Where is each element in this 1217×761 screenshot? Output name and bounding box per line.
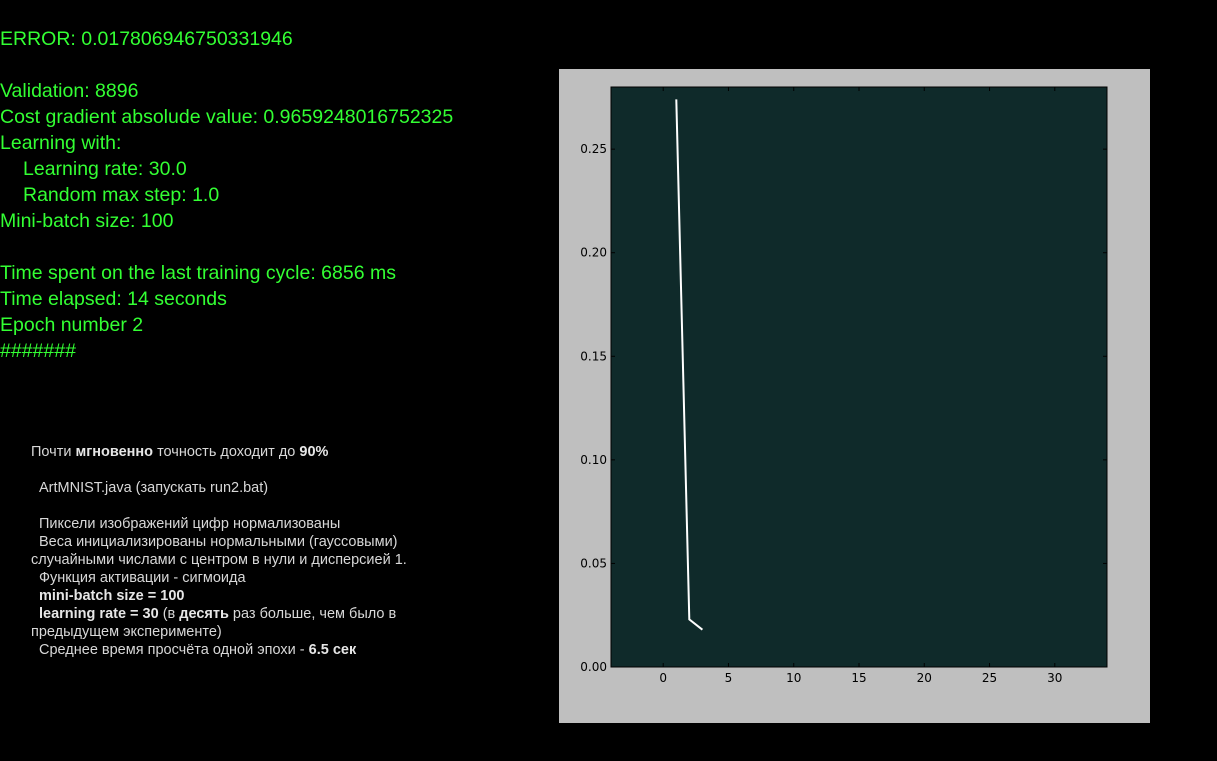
note-epoch-time: Среднее время просчёта одной эпохи - 6.5… xyxy=(39,642,357,658)
y-tick-label: 0.20 xyxy=(580,246,607,260)
note-accuracy: Почти мгновенно точность доходит до 90% xyxy=(31,444,329,460)
training-stats-panel: ERROR: 0.017806946750331946 Validation: … xyxy=(0,26,453,364)
plot-area xyxy=(610,86,1108,668)
x-tick-label: 0 xyxy=(659,671,667,685)
note-source-file: ArtMNIST.java (запускать run2.bat) xyxy=(39,480,269,496)
y-tick-label: 0.10 xyxy=(580,453,607,467)
mini-batch-readout: Mini-batch size: 100 xyxy=(0,210,174,232)
cost-chart: 0 5 10 15 20 25 30 0.00 0.05 0.10 0.15 0.20 0.25 xyxy=(580,86,1108,685)
y-tick-label: 0.15 xyxy=(580,349,607,363)
random-max-step-readout: Random max step: 1.0 xyxy=(23,184,220,206)
experiment-notes: Почти мгновенно точность доходит до 90% … xyxy=(31,443,451,659)
time-elapsed-readout: Time elapsed: 14 seconds xyxy=(0,288,227,310)
y-tick-label: 0.05 xyxy=(580,556,607,570)
progress-hashes: ####### xyxy=(0,340,76,362)
x-tick-label: 10 xyxy=(786,671,801,685)
cost-chart-window: 0 5 10 15 20 25 30 0.00 0.05 0.10 0.15 0.20 0.25 xyxy=(559,69,1150,723)
epoch-readout: Epoch number 2 xyxy=(0,314,144,336)
cost-series-line xyxy=(675,99,704,631)
cost-gradient-readout: Cost gradient absolude value: 0.96592480… xyxy=(0,106,454,128)
note-normalized: Пиксели изображений цифр нормализованы xyxy=(39,516,341,532)
last-cycle-time-readout: Time spent on the last training cycle: 6… xyxy=(0,262,396,284)
validation-readout: Validation: 8896 xyxy=(0,80,139,102)
series-layer xyxy=(675,99,704,631)
note-learning-rate: learning rate = 30 (в десять раз больше,… xyxy=(31,606,397,640)
y-tick-label: 0.25 xyxy=(580,142,607,156)
error-readout: ERROR: 0.017806946750331946 xyxy=(0,28,293,50)
x-tick-label: 15 xyxy=(851,671,866,685)
learning-rate-readout: Learning rate: 30.0 xyxy=(23,158,187,180)
note-activation: Функция активации - сигмоида xyxy=(39,570,246,586)
learning-with-label: Learning with: xyxy=(0,132,122,154)
note-mini-batch: mini-batch size = 100 xyxy=(39,588,185,604)
note-weights: Веса инициализированы нормальными (гаусс… xyxy=(31,534,407,568)
x-tick-label: 25 xyxy=(982,671,997,685)
x-tick-label: 5 xyxy=(725,671,733,685)
y-tick-label: 0.00 xyxy=(580,660,607,674)
x-tick-label: 30 xyxy=(1047,671,1062,685)
x-tick-label: 20 xyxy=(917,671,932,685)
axis-ticks: 0 5 10 15 20 25 30 0.00 0.05 0.10 0.15 0.20 0.25 xyxy=(580,87,1107,685)
